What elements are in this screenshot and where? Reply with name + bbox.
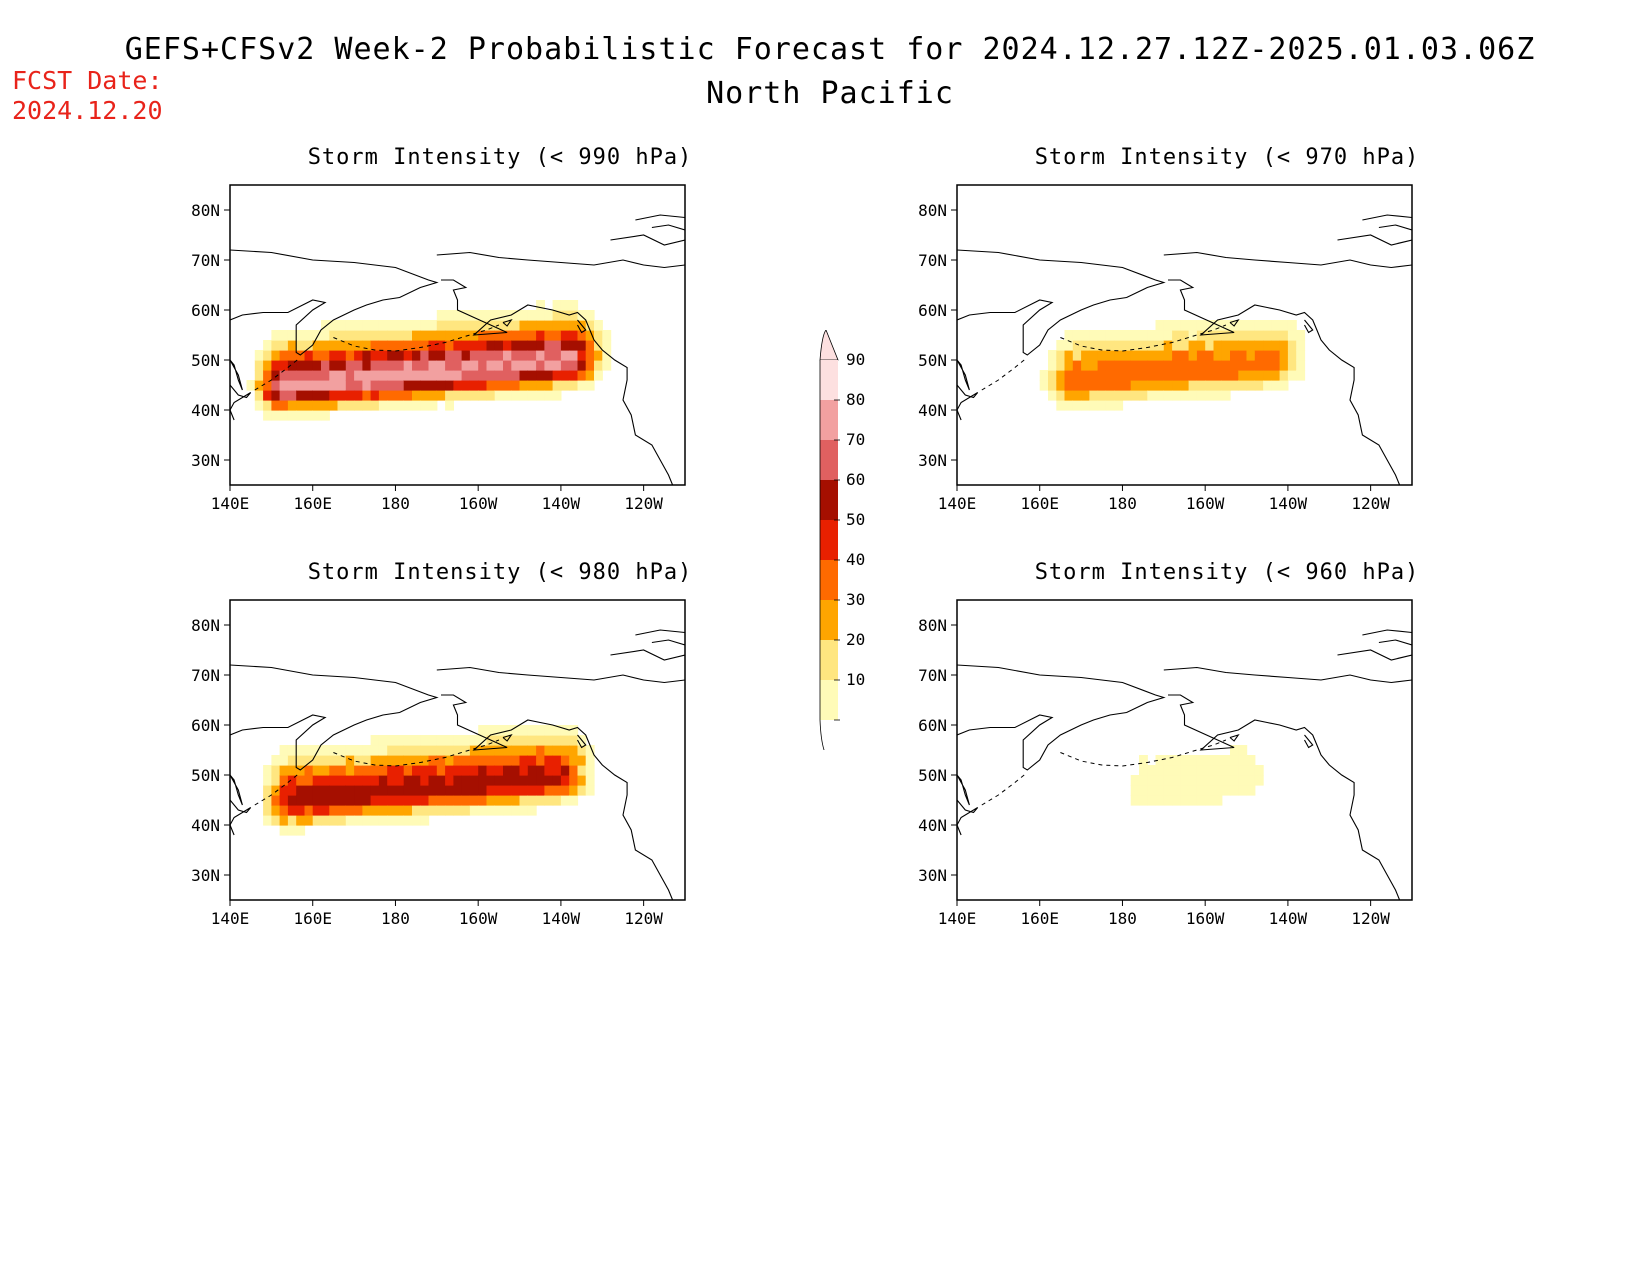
colorbar-tick-label: 60 [846,470,865,489]
lat-tick-label: 80N [918,201,947,220]
lat-tick-label: 40N [918,401,947,420]
colorbar-tick-label: 90 [846,350,865,369]
lat-tick-label: 70N [191,666,220,685]
lat-tick-label: 70N [918,251,947,270]
fcst-date-value: 2024.12.20 [12,96,163,125]
map-panel-960: Storm Intensity (< 960 hPa) 80N 70N 60N 50N… [877,560,1577,950]
colorbar-tick-label: 50 [846,510,865,529]
colorbar-top-tip [819,330,839,361]
lon-tick-label: 120W [1351,909,1390,928]
lon-tick-label: 140W [1269,909,1308,928]
lon-tick-label: 120W [624,909,663,928]
panel-title: Storm Intensity (< 970 hPa) [1034,145,1420,170]
lon-tick-label: 140E [938,494,977,513]
probability-field [246,300,612,421]
map-axes: 80N 70N 60N 50N 40N 30N 140E 160E 180 160W 140W 120… [918,599,1413,928]
colorbar-bottom-tail [819,719,825,750]
lon-tick-label: 120W [624,494,663,513]
lat-tick-label: 60N [918,301,947,320]
lon-tick-label: 140W [542,909,581,928]
lon-tick-label: 160E [1020,909,1059,928]
colorbar-tick-label: 10 [846,670,865,689]
coastlines [230,214,685,485]
lon-tick-label: 120W [1351,494,1390,513]
coastlines [957,629,1412,900]
colorbar-tick-label: 80 [846,390,865,409]
colorbar-swatch [820,520,838,560]
lon-tick-label: 160W [459,909,498,928]
lon-tick-label: 180 [381,494,410,513]
lon-tick-label: 140E [938,909,977,928]
coastlines [957,214,1412,485]
lat-tick-label: 30N [918,866,947,885]
map-axes: 80N 70N 60N 50N 40N 30N 140E 160E 180 160W 140W 120… [191,599,686,928]
lat-tick-label: 60N [191,301,220,320]
panel-title: Storm Intensity (< 980 hPa) [307,560,693,585]
lon-tick-label: 180 [381,909,410,928]
lon-tick-label: 180 [1108,909,1137,928]
map-plot: 80N 70N 60N 50N 40N 30N 140E 160E 180 160W 140W 120… [191,599,686,928]
colorbar-tick-label: 30 [846,590,865,609]
lat-tick-label: 60N [191,716,220,735]
lat-tick-label: 40N [191,401,220,420]
lon-tick-label: 140W [542,494,581,513]
colorbar-swatch [820,480,838,520]
colorbar-tick-label: 70 [846,430,865,449]
colorbar-swatch [820,360,838,400]
colorbar-tick-label: 20 [846,630,865,649]
map-axes: 80N 70N 60N 50N 40N 30N 140E 160E 180 160W 140W 120… [918,184,1413,513]
lon-tick-label: 180 [1108,494,1137,513]
lon-tick-label: 160W [459,494,498,513]
region-subtitle: North Pacific [706,76,954,111]
lat-tick-label: 40N [918,816,947,835]
lon-tick-label: 140E [211,909,250,928]
lon-tick-label: 160E [293,909,332,928]
lat-tick-label: 60N [918,716,947,735]
lat-tick-label: 50N [918,766,947,785]
probability-field [1130,745,1264,806]
lon-tick-label: 160W [1186,909,1225,928]
map-panel-970: Storm Intensity (< 970 hPa) 80N 70N 60N 50N… [877,145,1577,535]
lat-tick-label: 30N [191,866,220,885]
lat-tick-label: 80N [191,201,220,220]
probability-colorbar: 10 20 30 40 50 60 70 80 90 [819,330,865,750]
map-axes: 80N 70N 60N 50N 40N 30N 140E 160E 180 160W 140W 120… [191,184,686,513]
colorbar-swatch [820,640,838,680]
colorbar-swatch [820,440,838,480]
panel-title: Storm Intensity (< 960 hPa) [1034,560,1420,585]
colorbar-tick-label: 40 [846,550,865,569]
lat-tick-label: 50N [918,351,947,370]
colorbar-swatch [820,680,838,720]
panel-title: Storm Intensity (< 990 hPa) [307,145,693,170]
colorbar-swatch [820,600,838,640]
map-plot: 80N 70N 60N 50N 40N 30N 140E 160E 180 160W 140W 120… [191,184,686,513]
lat-tick-label: 50N [191,766,220,785]
lat-tick-label: 80N [191,616,220,635]
map-plot: 80N 70N 60N 50N 40N 30N 140E 160E 180 160W 140W 120… [918,184,1413,513]
fcst-date-label: FCST Date: [12,66,163,95]
coastlines [230,629,685,900]
lat-tick-label: 70N [191,251,220,270]
lon-tick-label: 140E [211,494,250,513]
lon-tick-label: 160E [1020,494,1059,513]
figure-title: GEFS+CFSv2 Week-2 Probabilistic Forecast… [124,32,1536,67]
colorbar-swatch [820,560,838,600]
probability-field [1039,320,1306,411]
lon-tick-label: 140W [1269,494,1308,513]
lat-tick-label: 30N [191,451,220,470]
lat-tick-label: 50N [191,351,220,370]
lon-tick-label: 160E [293,494,332,513]
lat-tick-label: 70N [918,666,947,685]
lon-tick-label: 160W [1186,494,1225,513]
colorbar-swatch [820,400,838,440]
map-plot: 80N 70N 60N 50N 40N 30N 140E 160E 180 160W 140W 120… [918,599,1413,928]
map-panel-990: Storm Intensity (< 990 hPa) 80N 70N 60N 50N… [150,145,850,535]
probability-field [263,725,595,836]
lat-tick-label: 40N [191,816,220,835]
lat-tick-label: 80N [918,616,947,635]
map-panel-980: Storm Intensity (< 980 hPa) 80N 70N 60N 50N… [150,560,850,950]
lat-tick-label: 30N [918,451,947,470]
